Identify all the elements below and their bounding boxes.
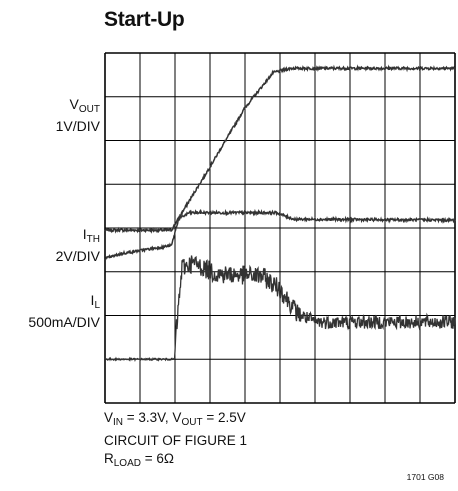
traces <box>104 64 456 362</box>
cond-rload: R <box>104 451 114 466</box>
figure-id: 1701 G08 <box>406 472 444 482</box>
ith-name: I <box>82 226 87 242</box>
cond-vin-sub: IN <box>113 417 124 428</box>
il-name: I <box>90 292 95 308</box>
conditions-line-2: CIRCUIT OF FIGURE 1 <box>104 433 248 448</box>
cond-rload-sub: LOAD <box>113 458 141 469</box>
vout-trace <box>104 64 456 234</box>
cond-rload-value: = 6Ω <box>140 451 174 466</box>
vout-label: VOUT 1V/DIV <box>56 96 100 135</box>
grid <box>104 52 456 404</box>
ith-name-sub: TH <box>86 234 100 245</box>
cond-vin: V <box>104 410 114 425</box>
cond-vout-sub: OUT <box>181 417 203 428</box>
cond-vout: = 3.3V, V <box>123 410 182 425</box>
chart-title: Start-Up <box>104 8 185 31</box>
il-scale: 500mA/DIV <box>28 314 100 330</box>
il-trace <box>104 255 456 362</box>
cond-vout-value: = 2.5V <box>202 410 246 425</box>
il-label: IL 500mA/DIV <box>28 292 100 331</box>
il-name-sub: L <box>94 300 100 311</box>
conditions-line-1: VIN = 3.3V, VOUT = 2.5V <box>104 409 247 432</box>
conditions-line-3: RLOAD = 6Ω <box>104 450 247 473</box>
vout-name-sub: OUT <box>78 104 100 115</box>
vout-name: V <box>69 96 79 112</box>
ith-label: ITH 2V/DIV <box>56 226 100 265</box>
test-conditions: VIN = 3.3V, VOUT = 2.5V CIRCUIT OF FIGUR… <box>104 409 247 473</box>
ith-trace <box>104 208 456 261</box>
ith-scale: 2V/DIV <box>55 248 100 264</box>
vout-scale: 1V/DIV <box>55 118 100 134</box>
